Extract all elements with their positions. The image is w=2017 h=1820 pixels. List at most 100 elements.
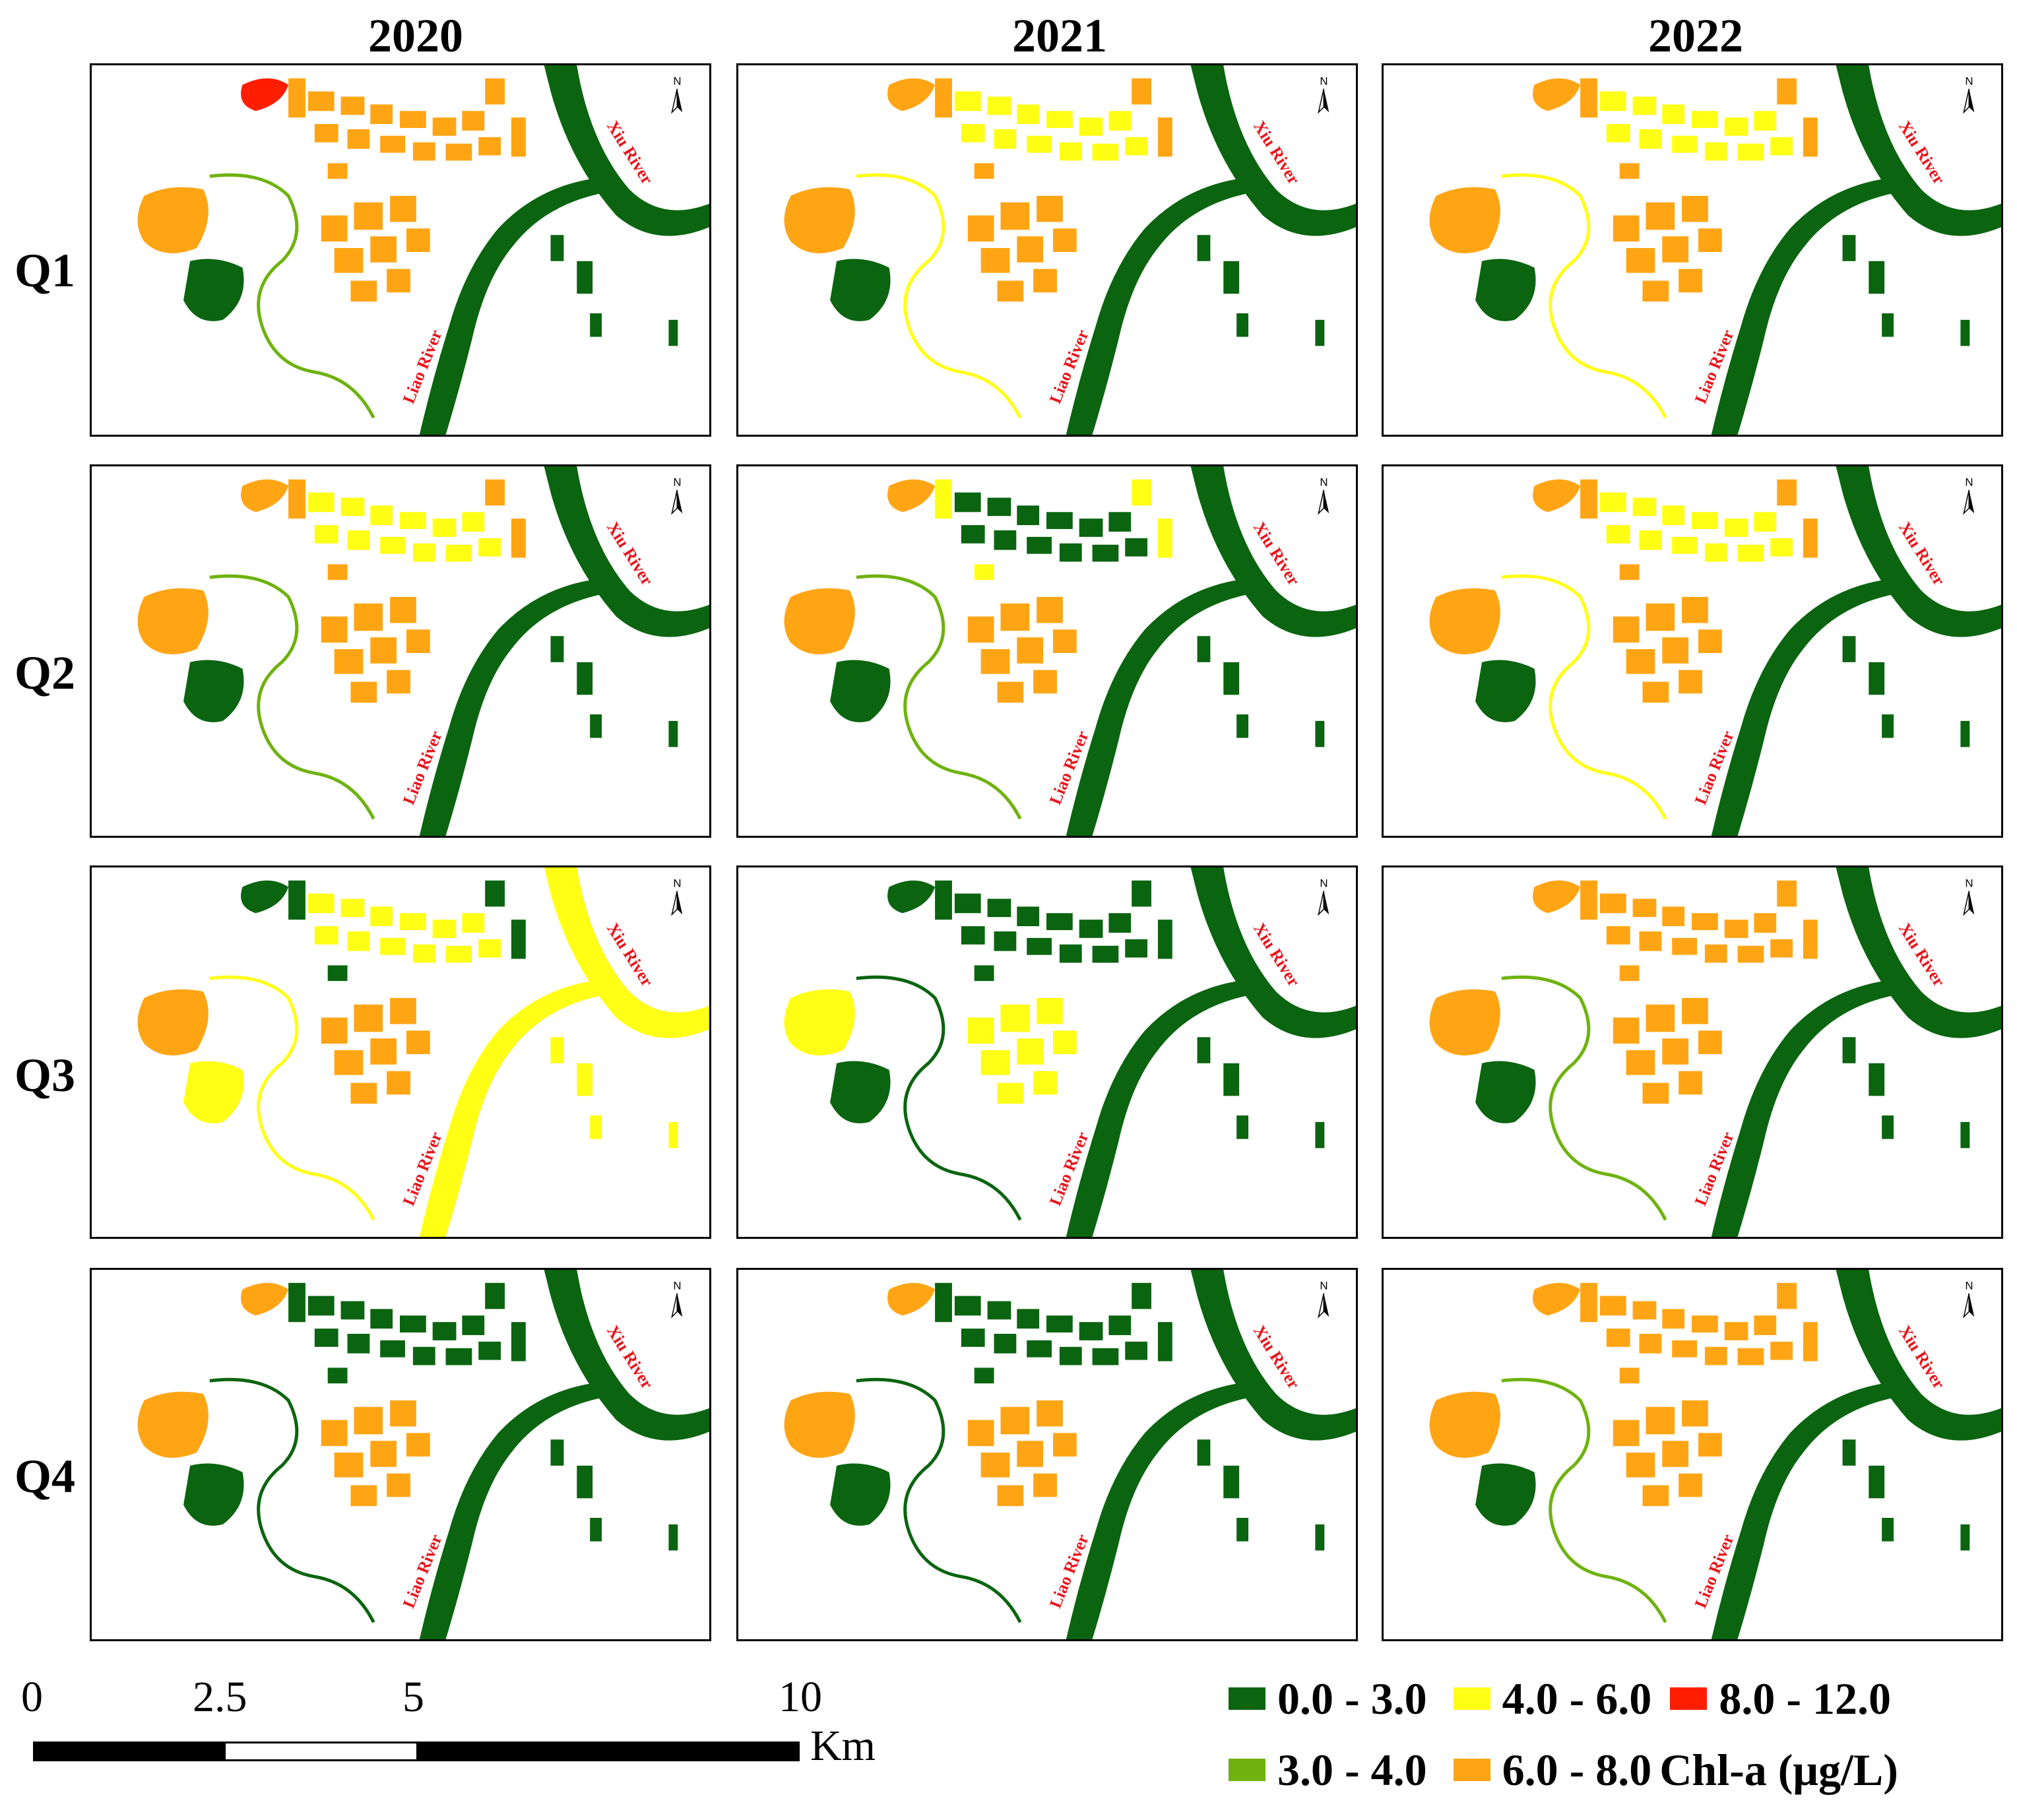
central-ponds xyxy=(967,596,1077,703)
east-ponds xyxy=(550,235,678,346)
northwest-lake xyxy=(241,78,289,111)
svg-text:N: N xyxy=(673,1280,681,1292)
west-ponds xyxy=(137,187,208,253)
legend-label-3-4: 3.0 - 4.0 xyxy=(1277,1745,1427,1795)
svg-text:N: N xyxy=(1320,476,1328,489)
map-canvas: Xiu River Liao River N xyxy=(784,1270,1356,1639)
central-ponds xyxy=(321,997,430,1104)
liao-river-shape xyxy=(1711,577,1921,836)
map-panel-q4-2021: Xiu River Liao River N xyxy=(736,1268,1358,1641)
svg-text:N: N xyxy=(1965,476,1973,489)
column-title-2020: 2020 xyxy=(368,9,463,62)
liao-river-shape xyxy=(419,978,629,1237)
xiu-river-shape xyxy=(1836,65,2001,236)
urban-water-grid xyxy=(954,492,1148,562)
map-panel-q1-2020: Xiu River Liao River N xyxy=(90,63,711,437)
north-arrow-icon: N xyxy=(671,75,683,114)
legend-swatch-3-4 xyxy=(1229,1759,1265,1781)
legend-swatch-6-8 xyxy=(1453,1759,1490,1781)
urban-water-grid-secondary xyxy=(1580,1282,1818,1384)
east-ponds xyxy=(1197,636,1325,747)
urban-water-grid-secondary xyxy=(935,1282,1172,1384)
northwest-lake xyxy=(887,479,936,513)
west-ponds xyxy=(137,1391,208,1458)
legend-swatch-0-3 xyxy=(1229,1687,1265,1710)
svg-text:N: N xyxy=(1965,75,1973,88)
north-arrow-icon: N xyxy=(1318,476,1329,515)
east-ponds xyxy=(1197,235,1325,346)
central-ponds xyxy=(1613,195,1722,302)
urban-water-grid xyxy=(307,91,501,161)
urban-water-grid xyxy=(1599,893,1793,963)
legend-label-4-6: 4.0 - 6.0 xyxy=(1502,1674,1652,1724)
legend-row-2: 3.0 - 4.0 6.0 - 8.0 Chl-a (μg/L) xyxy=(1229,1745,1898,1794)
row-label-q2: Q2 xyxy=(14,646,75,699)
west-ponds xyxy=(1429,588,1500,654)
map-canvas: Xiu River Liao River N xyxy=(137,1270,709,1639)
urban-water-grid-secondary xyxy=(935,880,1172,982)
xiu-river-shape xyxy=(544,466,709,637)
urban-water-grid-secondary xyxy=(1580,479,1818,581)
map-panel-q2-2021: Xiu River Liao River N xyxy=(736,464,1358,838)
liao-river-shape xyxy=(419,176,629,435)
east-ponds xyxy=(550,1439,678,1551)
legend-title: Chl-a (μg/L) xyxy=(1659,1745,1898,1795)
central-ponds xyxy=(1613,997,1722,1104)
east-ponds xyxy=(1842,1037,1970,1148)
central-ponds xyxy=(1613,1400,1722,1507)
map-panel-q3-2022: Xiu River Liao River N xyxy=(1382,865,2003,1239)
scale-tick-10: 10 xyxy=(779,1673,822,1721)
east-ponds xyxy=(550,636,678,747)
meandering-canal xyxy=(209,173,375,419)
central-ponds xyxy=(967,997,1077,1104)
map-panel-q2-2022: Xiu River Liao River N xyxy=(1382,464,2003,838)
central-ponds xyxy=(321,195,430,302)
north-arrow-icon: N xyxy=(671,877,683,916)
xiu-river-shape xyxy=(1190,466,1356,637)
liao-river-shape xyxy=(419,577,629,836)
west-ponds xyxy=(784,588,855,654)
map-panel-q2-2020: Xiu River Liao River N xyxy=(90,464,711,838)
legend-label-6-8: 6.0 - 8.0 xyxy=(1502,1745,1652,1795)
xiu-river-shape xyxy=(544,65,709,236)
xiu-river-shape xyxy=(1836,1270,2001,1441)
legend-row-1: 0.0 - 3.0 4.0 - 6.0 8.0 - 12.0 xyxy=(1229,1674,1891,1723)
urban-water-grid xyxy=(954,1296,1148,1365)
northwest-lake xyxy=(1533,880,1581,914)
map-canvas: Xiu River Liao River N xyxy=(1429,466,2001,836)
north-arrow-icon: N xyxy=(671,1280,683,1319)
east-ponds xyxy=(1842,636,1970,747)
map-canvas: Xiu River Liao River N xyxy=(137,867,709,1237)
north-arrow-icon: N xyxy=(1318,877,1329,916)
north-arrow-icon: N xyxy=(1318,1280,1329,1319)
central-ponds xyxy=(321,596,430,703)
xiu-river-shape xyxy=(1190,1270,1356,1441)
west-ponds xyxy=(1429,989,1500,1055)
meandering-canal xyxy=(1501,173,1667,419)
urban-water-grid-secondary xyxy=(288,880,526,982)
scale-tick-2-5: 2.5 xyxy=(193,1673,247,1721)
legend-swatch-4-6 xyxy=(1453,1687,1490,1710)
southwest-ponds xyxy=(830,259,891,321)
north-arrow-icon: N xyxy=(1963,877,1975,916)
northwest-lake xyxy=(1533,479,1581,513)
southwest-ponds xyxy=(830,1061,891,1123)
map-canvas: Xiu River Liao River N xyxy=(1429,1270,2001,1639)
north-arrow-icon: N xyxy=(1318,75,1329,114)
southwest-ponds xyxy=(1475,1463,1536,1526)
meandering-canal xyxy=(1501,1377,1667,1623)
map-canvas: Xiu River Liao River N xyxy=(784,867,1356,1237)
map-panel-q3-2020: Xiu River Liao River N xyxy=(90,865,711,1239)
svg-text:N: N xyxy=(673,75,681,88)
northwest-lake xyxy=(241,1282,289,1316)
central-ponds xyxy=(967,1400,1077,1507)
north-arrow-icon: N xyxy=(1963,1280,1975,1319)
column-title-2022: 2022 xyxy=(1648,9,1743,62)
central-ponds xyxy=(1613,596,1722,703)
liao-river-shape xyxy=(419,1381,629,1639)
urban-water-grid xyxy=(1599,1296,1793,1365)
liao-river-shape xyxy=(1711,176,1921,435)
svg-text:N: N xyxy=(1320,877,1328,890)
west-ponds xyxy=(784,1391,855,1458)
xiu-river-shape xyxy=(544,1270,709,1441)
